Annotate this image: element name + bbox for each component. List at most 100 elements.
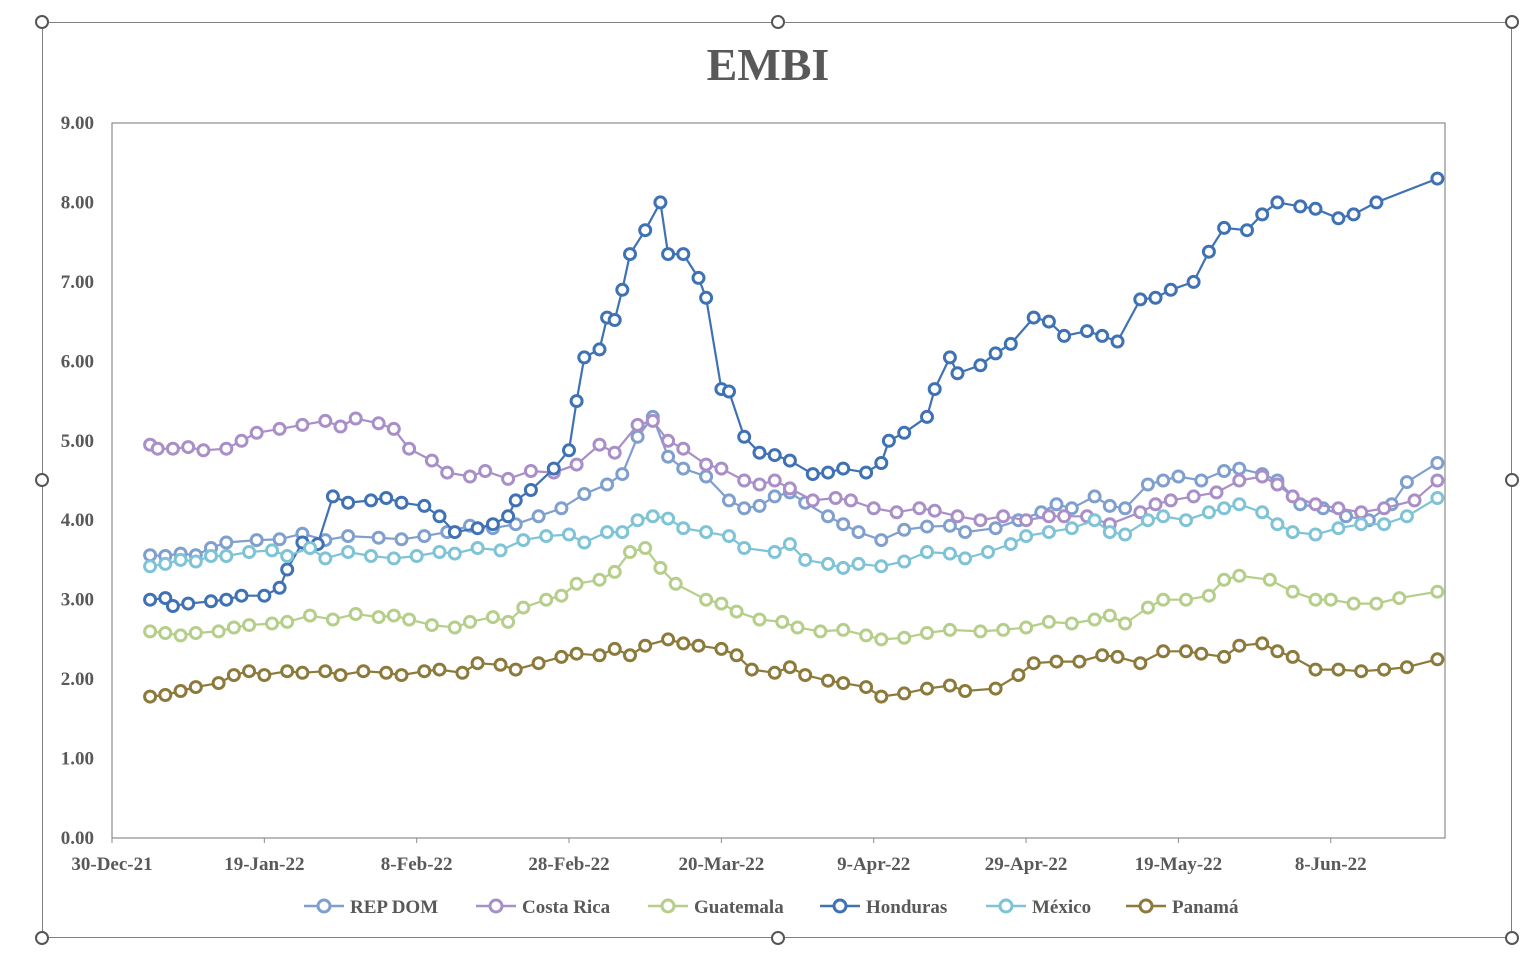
data-point-costa-rica <box>592 437 607 452</box>
data-point-honduras <box>394 495 409 510</box>
data-point-panama <box>569 646 584 661</box>
data-point-guatemala <box>242 618 257 633</box>
data-point-mexico <box>1308 527 1323 542</box>
data-point-honduras <box>1331 211 1346 226</box>
data-point-panama <box>623 648 637 663</box>
data-point-guatemala <box>173 628 188 643</box>
resize-handle-middle-right[interactable] <box>1505 473 1519 487</box>
data-point-costa-rica <box>1308 497 1323 512</box>
data-point-guatemala <box>424 618 439 633</box>
data-point-costa-rica <box>996 509 1011 524</box>
data-point-guatemala <box>623 545 637 559</box>
data-point-costa-rica <box>828 491 843 505</box>
data-point-rep-dom <box>371 530 386 545</box>
resize-handle-bottom-center[interactable] <box>771 931 785 945</box>
data-point-honduras <box>1270 195 1285 210</box>
data-point-costa-rica <box>1057 509 1072 524</box>
data-point-honduras <box>1133 292 1148 307</box>
data-point-panama <box>958 684 973 698</box>
data-point-mexico <box>158 556 173 571</box>
data-point-panama <box>592 648 607 663</box>
data-point-guatemala <box>485 610 500 625</box>
data-point-mexico <box>1255 505 1270 520</box>
data-point-honduras <box>607 313 622 327</box>
x-tick-label: 20-Mar-22 <box>678 854 764 875</box>
data-point-mexico <box>470 541 485 555</box>
y-tick-label: 8.00 <box>61 192 94 213</box>
data-point-mexico <box>188 554 203 569</box>
resize-handle-top-right[interactable] <box>1505 15 1519 29</box>
data-point-guatemala <box>402 612 417 627</box>
data-point-guatemala <box>1087 612 1102 627</box>
data-point-guatemala <box>569 576 584 591</box>
data-point-mexico <box>1140 513 1155 528</box>
data-point-guatemala <box>280 614 295 629</box>
data-point-mexico <box>782 537 797 552</box>
data-point-panama <box>1072 654 1087 669</box>
y-tick-label: 6.00 <box>61 351 94 372</box>
data-point-costa-rica <box>661 433 676 448</box>
data-point-mexico <box>1331 521 1346 536</box>
data-point-guatemala <box>1308 592 1323 607</box>
data-point-honduras <box>691 270 706 285</box>
data-point-mexico <box>539 529 554 544</box>
resize-handle-top-center[interactable] <box>771 15 785 29</box>
data-point-mexico <box>1179 513 1193 528</box>
data-point-costa-rica <box>1232 473 1247 488</box>
data-point-guatemala <box>859 628 874 643</box>
y-tick-label: 4.00 <box>61 510 94 531</box>
data-point-costa-rica <box>714 461 729 476</box>
data-point-mexico <box>1217 501 1232 516</box>
data-point-mexico <box>432 545 447 559</box>
data-point-rep-dom <box>1232 461 1247 476</box>
data-point-guatemala <box>638 541 653 555</box>
data-point-honduras <box>280 562 295 577</box>
data-point-rep-dom <box>554 501 569 516</box>
data-point-costa-rica <box>927 503 942 518</box>
x-tick-label: 8-Feb-22 <box>381 854 453 875</box>
data-point-costa-rica <box>782 481 797 496</box>
resize-handle-bottom-left[interactable] <box>35 931 49 945</box>
data-point-honduras <box>942 350 957 365</box>
data-point-costa-rica <box>1354 505 1369 520</box>
data-point-panama <box>1308 662 1323 677</box>
data-point-panama <box>158 688 173 702</box>
legend-marker-rep-dom <box>316 898 332 914</box>
data-point-costa-rica <box>150 441 165 456</box>
data-point-costa-rica <box>973 513 988 528</box>
data-point-panama <box>1179 644 1193 659</box>
data-point-honduras <box>364 493 378 508</box>
legend-marker-panama <box>1138 898 1154 914</box>
data-point-guatemala <box>554 588 569 603</box>
data-point-honduras <box>501 509 516 524</box>
data-point-mexico <box>1430 491 1445 505</box>
data-point-honduras <box>881 433 896 448</box>
data-point-costa-rica <box>1407 493 1422 508</box>
data-point-rep-dom <box>737 501 752 516</box>
resize-handle-bottom-right[interactable] <box>1505 931 1519 945</box>
data-point-honduras <box>1003 336 1018 351</box>
data-point-rep-dom <box>1118 501 1133 516</box>
data-point-panama <box>607 641 622 656</box>
data-point-mexico <box>1354 517 1369 532</box>
data-point-honduras <box>1369 195 1384 210</box>
data-point-mexico <box>219 549 234 563</box>
data-point-costa-rica <box>523 464 538 478</box>
data-point-honduras <box>432 509 447 524</box>
data-point-panama <box>1285 649 1300 664</box>
data-point-panama <box>143 689 158 704</box>
data-point-guatemala <box>1179 592 1193 607</box>
data-point-costa-rica <box>295 417 310 432</box>
data-point-rep-dom <box>661 449 676 464</box>
data-point-costa-rica <box>889 505 904 520</box>
y-tick-label: 5.00 <box>61 431 94 452</box>
data-point-guatemala <box>592 572 607 587</box>
data-point-mexico <box>1399 509 1414 524</box>
data-point-panama <box>1331 662 1346 677</box>
data-point-mexico <box>1270 517 1285 532</box>
resize-handle-middle-left[interactable] <box>35 473 49 487</box>
resize-handle-top-left[interactable] <box>35 15 49 29</box>
data-point-panama <box>1430 652 1445 667</box>
data-point-honduras <box>204 594 218 609</box>
data-point-guatemala <box>714 596 729 611</box>
